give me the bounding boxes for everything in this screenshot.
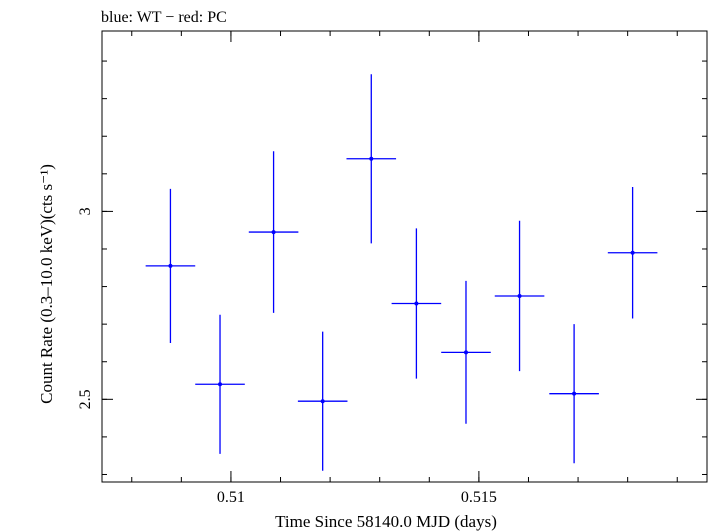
data-point — [145, 188, 196, 343]
point-marker — [572, 391, 577, 396]
y-axis-label: Count Rate (0.3–10.0 keV)(cts s⁻¹) — [37, 164, 56, 404]
data-point — [607, 186, 658, 319]
y-tick-label: 3 — [77, 207, 94, 215]
data-point — [494, 220, 545, 372]
point-marker — [320, 399, 325, 404]
data-point — [391, 228, 442, 379]
plot-frame — [101, 30, 708, 483]
chart-title: blue: WT − red: PC — [101, 9, 227, 26]
data-point — [297, 331, 348, 471]
point-marker — [218, 382, 223, 387]
point-marker — [168, 263, 173, 268]
data-point — [441, 280, 491, 424]
x-tick-label: 0.515 — [461, 489, 497, 506]
point-marker — [369, 156, 374, 161]
x-tick-label: 0.51 — [217, 489, 245, 506]
data-points — [145, 74, 658, 471]
data-point — [248, 151, 299, 313]
x-axis-label: Time Since 58140.0 MJD (days) — [275, 512, 497, 531]
point-marker — [414, 301, 419, 306]
point-marker — [630, 250, 635, 255]
y-tick-label: 2.5 — [77, 389, 94, 409]
axis-ticks — [102, 31, 707, 482]
data-point — [346, 74, 397, 244]
point-marker — [517, 293, 522, 298]
point-marker — [271, 230, 276, 235]
data-point — [195, 314, 245, 454]
data-point — [549, 324, 599, 464]
point-marker — [463, 350, 468, 355]
tick-labels: 0.51 0.515 2.5 3 — [77, 207, 497, 506]
